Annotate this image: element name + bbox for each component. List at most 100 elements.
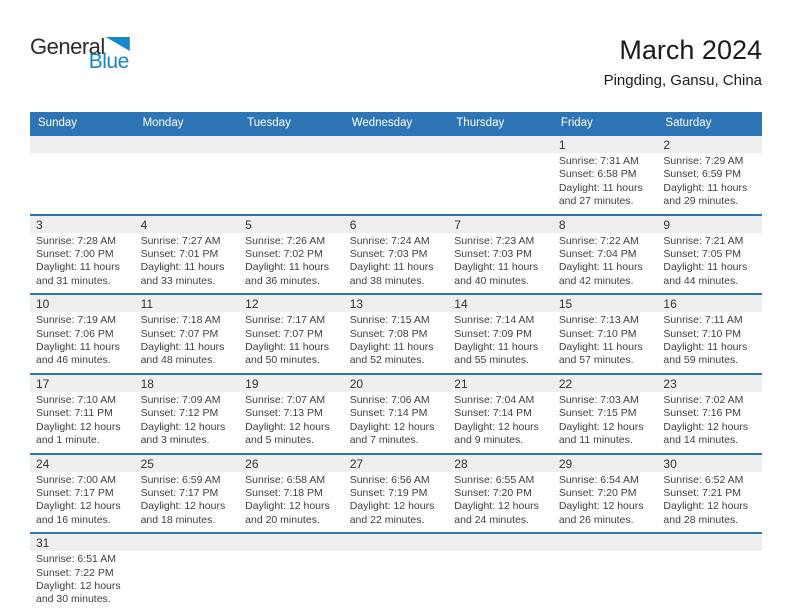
title-block: March 2024 Pingding, Gansu, China (604, 35, 762, 90)
details-row: Sunrise: 7:28 AM Sunset: 7:00 PM Daylight:… (30, 233, 762, 294)
day-details: Sunrise: 7:19 AM Sunset: 7:06 PM Daylight:… (30, 312, 135, 373)
sunrise-text: Sunrise: 7:10 AM (36, 393, 116, 406)
day-details: Sunrise: 6:51 AM Sunset: 7:22 PM Daylight:… (30, 551, 135, 612)
day-details: Sunrise: 6:59 AM Sunset: 7:17 PM Daylight:… (135, 472, 240, 533)
day-details (239, 153, 344, 214)
sunrise-text: Sunrise: 7:22 AM (558, 234, 639, 247)
day-details: Sunrise: 7:29 AM Sunset: 6:59 PM Daylight:… (657, 153, 762, 214)
logo-triangle-icon (105, 37, 130, 51)
sunset-text: Sunset: 7:01 PM (140, 248, 219, 261)
day-number: 4 (140, 217, 148, 232)
sunset-text: Sunset: 7:18 PM (245, 486, 323, 499)
sunset-text: Sunset: 7:09 PM (454, 327, 532, 340)
day-number: 28 (454, 456, 468, 471)
sunrise-text: Sunrise: 7:04 AM (454, 393, 535, 406)
day-number: 8 (558, 217, 566, 232)
day-number (657, 534, 762, 551)
week-row: 17 18 19 20 21 22 23 Sunrise: 7:10 AM Sunset: 7:… (30, 372, 762, 453)
day-number: 23 (663, 376, 677, 391)
sunset-text: Sunset: 7:07 PM (245, 327, 323, 340)
daylight-text: Daylight: 12 hours and 26 minutes. (558, 500, 644, 526)
day-details: Sunrise: 7:22 AM Sunset: 7:04 PM Daylight:… (553, 233, 658, 294)
details-row: Sunrise: 7:31 AM Sunset: 6:58 PM Daylight:… (30, 153, 762, 214)
day-number: 5 (245, 217, 252, 232)
day-number (135, 534, 240, 551)
sunrise-text: Sunrise: 7:17 AM (245, 314, 326, 327)
sunset-text: Sunset: 7:14 PM (349, 407, 428, 420)
day-details: Sunrise: 7:31 AM Sunset: 6:58 PM Daylight:… (553, 153, 658, 214)
daylight-text: Daylight: 12 hours and 14 minutes. (663, 420, 749, 447)
day-details: Sunrise: 6:52 AM Sunset: 7:21 PM Daylight:… (657, 472, 762, 533)
daylight-text: Daylight: 12 hours and 7 minutes. (349, 420, 435, 447)
sunset-text: Sunset: 7:05 PM (663, 248, 742, 261)
day-details: Sunrise: 7:03 AM Sunset: 7:15 PM Daylight:… (553, 392, 658, 453)
week-row: 10 11 12 13 14 15 16 Sunrise: 7:19 AM Sunset: 7:… (30, 293, 762, 373)
day-details: Sunrise: 6:54 AM Sunset: 7:20 PM Daylight:… (553, 472, 658, 533)
day-details: Sunrise: 7:18 AM Sunset: 7:07 PM Daylight:… (135, 312, 240, 373)
day-details: Sunrise: 7:11 AM Sunset: 7:10 PM Daylight:… (657, 312, 762, 373)
day-number: 1 (558, 138, 566, 152)
day-number-strip: 31 (30, 534, 762, 552)
sunrise-text: Sunrise: 7:23 AM (454, 234, 535, 247)
daylight-text: Daylight: 12 hours and 1 minute. (36, 420, 121, 447)
sunset-text: Sunset: 7:07 PM (140, 327, 219, 340)
calendar: Sunday Monday Tuesday Wednesday Thursday… (30, 112, 762, 612)
sunset-text: Sunset: 6:59 PM (663, 168, 742, 181)
day-details: Sunrise: 7:02 AM Sunset: 7:16 PM Daylight:… (657, 392, 762, 453)
sunrise-text: Sunrise: 6:51 AM (36, 553, 116, 566)
weekday-label-sunday: Sunday (38, 117, 78, 129)
weekday-label-saturday: Saturday (665, 117, 712, 129)
daylight-text: Daylight: 11 hours and 48 minutes. (140, 341, 225, 367)
page-header: General Blue March 2024 Pingding, Gansu,… (30, 0, 762, 98)
sunset-text: Sunset: 7:13 PM (245, 407, 323, 420)
daylight-text: Daylight: 12 hours and 9 minutes. (454, 420, 539, 447)
sunset-text: Sunset: 7:21 PM (663, 486, 742, 499)
sunrise-text: Sunrise: 7:21 AM (663, 234, 744, 247)
daylight-text: Daylight: 11 hours and 42 minutes. (558, 261, 643, 287)
sunset-text: Sunset: 7:12 PM (140, 407, 219, 420)
day-number: 30 (663, 456, 677, 471)
daylight-text: Daylight: 11 hours and 31 minutes. (36, 261, 120, 287)
month-title: March 2024 (619, 35, 762, 65)
day-details: Sunrise: 7:09 AM Sunset: 7:12 PM Daylight:… (135, 392, 240, 453)
day-number: 7 (454, 217, 461, 232)
sunrise-text: Sunrise: 6:59 AM (140, 473, 221, 486)
day-number: 2 (663, 138, 671, 152)
day-number (553, 534, 658, 551)
week-row: 24 25 26 27 28 29 30 Sunrise: 7:00 AM Sunset: 7:… (30, 452, 762, 533)
day-number: 27 (349, 456, 364, 471)
sunset-text: Sunset: 7:17 PM (140, 486, 219, 499)
daylight-text: Daylight: 11 hours and 52 minutes. (349, 341, 434, 367)
sunset-text: Sunset: 7:19 PM (349, 486, 428, 499)
weekday-label-thursday: Thursday (456, 117, 505, 129)
sunset-text: Sunset: 6:58 PM (558, 168, 637, 181)
day-details (657, 551, 762, 612)
daylight-text: Daylight: 11 hours and 55 minutes. (454, 341, 539, 367)
day-number: 31 (36, 536, 50, 551)
sunset-text: Sunset: 7:00 PM (36, 248, 114, 261)
daylight-text: Daylight: 12 hours and 28 minutes. (663, 500, 749, 526)
sunset-text: Sunset: 7:03 PM (454, 248, 532, 261)
sunset-text: Sunset: 7:04 PM (558, 248, 637, 261)
weekday-label-monday: Monday (142, 117, 184, 129)
day-number: 24 (36, 456, 50, 471)
sunrise-text: Sunrise: 7:13 AM (558, 314, 639, 327)
sunrise-text: Sunrise: 7:18 AM (140, 314, 221, 327)
sunset-text: Sunset: 7:03 PM (349, 248, 428, 261)
sunset-text: Sunset: 7:20 PM (454, 486, 532, 499)
day-details (344, 153, 449, 214)
day-number: 15 (558, 297, 573, 312)
sunrise-text: Sunrise: 6:54 AM (558, 473, 639, 486)
day-number: 21 (454, 376, 468, 391)
day-number: 9 (663, 217, 671, 232)
details-row: Sunrise: 6:51 AM Sunset: 7:22 PM Daylight:… (30, 551, 762, 612)
daylight-text: Daylight: 11 hours and 36 minutes. (245, 261, 329, 287)
daylight-text: Daylight: 11 hours and 46 minutes. (36, 341, 120, 367)
day-number: 20 (349, 376, 364, 391)
day-details: Sunrise: 7:27 AM Sunset: 7:01 PM Daylight:… (135, 233, 240, 294)
general-blue-logo: General Blue (30, 36, 130, 72)
day-details: Sunrise: 7:10 AM Sunset: 7:11 PM Daylight:… (30, 392, 135, 453)
daylight-text: Daylight: 12 hours and 3 minutes. (140, 420, 226, 447)
day-details: Sunrise: 7:06 AM Sunset: 7:14 PM Daylight:… (344, 392, 449, 453)
